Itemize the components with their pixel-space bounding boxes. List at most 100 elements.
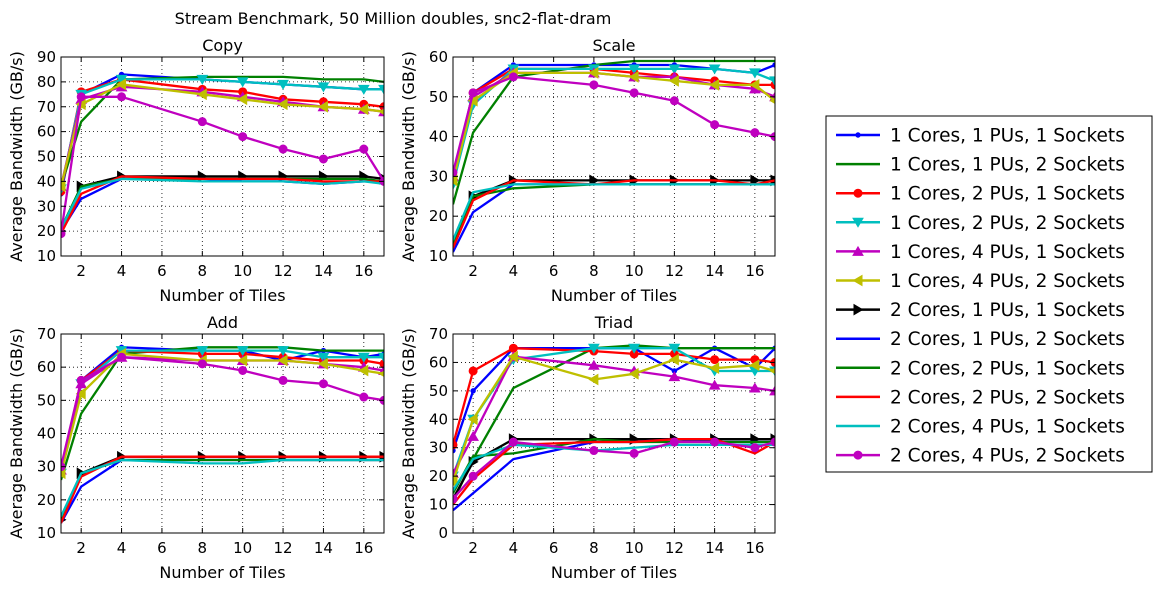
y-tick-label: 20 [429, 207, 448, 225]
data-point [770, 437, 775, 447]
data-point [709, 78, 720, 91]
data-point [317, 82, 330, 93]
x-tick-label: 4 [509, 262, 519, 280]
data-point [318, 154, 328, 164]
y-axis-label: Average Bandwidth (GB/s) [399, 51, 418, 262]
series-line [453, 183, 775, 253]
x-tick-label: 6 [157, 539, 167, 557]
data-point [196, 88, 207, 101]
x-tick-label: 14 [705, 262, 724, 280]
legend-marker [852, 245, 864, 256]
data-point [668, 343, 681, 354]
x-tick-label: 12 [274, 539, 293, 557]
figure-title: Stream Benchmark, 50 Million doubles, sn… [175, 9, 612, 28]
x-tick-label: 6 [157, 262, 167, 280]
y-tick-label: 30 [37, 197, 56, 215]
y-tick-label: 50 [429, 88, 448, 106]
series-line [61, 455, 384, 521]
legend-marker [855, 132, 861, 138]
series-line [61, 177, 384, 232]
series-group [453, 59, 775, 253]
data-point [668, 371, 681, 382]
data-point [117, 92, 127, 102]
series-2-cores-4-pus-1-sockets [453, 183, 775, 241]
data-point [589, 446, 599, 456]
y-tick-label: 10 [429, 496, 448, 514]
legend-label: 2 Cores, 1 PUs, 1 Sockets [890, 300, 1125, 321]
y-tick-label: 40 [37, 172, 56, 190]
data-point [115, 74, 128, 85]
data-point [629, 448, 639, 458]
x-tick-label: 10 [233, 539, 252, 557]
data-point [75, 387, 86, 400]
data-point [277, 354, 288, 367]
y-tick-label: 70 [37, 325, 56, 343]
legend-label: 1 Cores, 2 PUs, 2 Sockets [890, 213, 1125, 234]
data-point [588, 343, 600, 354]
x-tick-label: 12 [665, 539, 684, 557]
data-point [668, 353, 679, 366]
data-point [357, 84, 370, 95]
y-tick-label: 0 [438, 524, 448, 542]
y-tick-label: 50 [37, 148, 56, 166]
data-point [589, 174, 600, 187]
x-tick-label: 4 [117, 262, 127, 280]
legend-label: 1 Cores, 4 PUs, 2 Sockets [890, 271, 1125, 292]
y-tick-label: 60 [429, 353, 448, 371]
data-point [278, 144, 288, 154]
subplots: 2 4 6 8 10 12 14 16102030405060708090CopyNumber… [7, 36, 776, 582]
data-point [710, 355, 720, 365]
y-tick-label: 50 [37, 391, 56, 409]
y-tick-label: 30 [37, 458, 56, 476]
x-tick-label: 4 [117, 539, 127, 557]
series-1-cores-1-pus-2-sockets [61, 75, 384, 187]
data-point [749, 359, 760, 372]
data-point [628, 367, 639, 380]
series-2-cores-2-pus-2-sockets [453, 179, 775, 249]
subplot-title: Scale [592, 36, 635, 55]
legend-entry: 2 Cores, 2 PUs, 1 Sockets [836, 358, 1125, 379]
x-tick-label: 6 [549, 539, 559, 557]
data-point [197, 117, 207, 127]
y-tick-label: 40 [429, 128, 448, 146]
data-point [196, 74, 209, 85]
y-tick-label: 80 [37, 73, 56, 91]
x-tick-label: 8 [589, 539, 599, 557]
legend-marker [852, 217, 864, 228]
data-point [317, 352, 330, 363]
legend-label: 1 Cores, 2 PUs, 1 Sockets [890, 184, 1125, 205]
data-point [588, 373, 599, 386]
data-point [359, 144, 369, 154]
data-point [467, 430, 479, 441]
x-tick-label: 12 [665, 262, 684, 280]
legend-frame [825, 115, 1153, 473]
data-point [453, 494, 458, 504]
legend-label: 1 Cores, 1 PUs, 1 Sockets [890, 126, 1125, 147]
data-point [359, 392, 369, 402]
series-group [61, 344, 384, 524]
data-point [669, 437, 679, 447]
plot-frame [452, 56, 776, 257]
y-tick-label: 30 [429, 439, 448, 457]
data-point [236, 346, 249, 357]
data-point [588, 67, 599, 79]
data-point [507, 350, 518, 363]
series-line [61, 75, 384, 187]
series-1-cores-2-pus-1-sockets [453, 343, 775, 450]
legend-marker [853, 188, 863, 198]
legend-label: 2 Cores, 4 PUs, 1 Sockets [890, 417, 1125, 438]
x-tick-label: 8 [589, 262, 599, 280]
data-point [238, 365, 248, 375]
data-point [589, 80, 599, 90]
legend-label: 2 Cores, 2 PUs, 1 Sockets [890, 358, 1125, 379]
data-point [317, 100, 328, 113]
series-2-cores-1-pus-2-sockets [453, 183, 775, 253]
series-group [61, 71, 384, 239]
legend-entry: 1 Cores, 1 PUs, 1 Sockets [836, 126, 1125, 147]
data-point [358, 364, 369, 377]
y-tick-label: 30 [429, 167, 448, 185]
series-line [61, 83, 384, 187]
data-point [117, 352, 127, 362]
data-point [278, 375, 288, 385]
